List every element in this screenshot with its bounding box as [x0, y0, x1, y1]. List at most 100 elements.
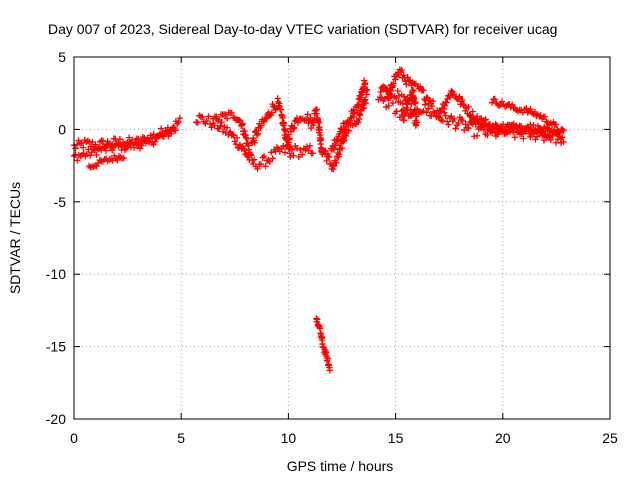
data-point — [302, 146, 309, 154]
data-point — [147, 135, 154, 142]
data-point — [472, 116, 480, 123]
data-point — [445, 121, 452, 128]
data-point — [527, 106, 534, 113]
data-point — [74, 157, 81, 164]
data-point — [400, 93, 408, 100]
data-point — [294, 119, 302, 127]
data-point — [482, 120, 490, 128]
data-point — [435, 112, 442, 119]
data-point — [258, 122, 265, 130]
x-tick-label: 5 — [177, 430, 185, 446]
data-point — [303, 143, 311, 150]
data-point — [537, 112, 544, 119]
data-point — [403, 81, 410, 88]
data-point — [395, 98, 402, 106]
data-point — [298, 151, 306, 158]
data-point — [533, 128, 540, 135]
data-point — [330, 146, 338, 153]
data-point — [410, 96, 418, 104]
y-tick-label: -10 — [46, 266, 66, 282]
data-point — [411, 100, 419, 107]
data-point — [265, 157, 272, 164]
data-point — [394, 87, 401, 95]
data-point — [429, 97, 437, 105]
data-point — [326, 367, 334, 374]
plot-frame — [73, 56, 611, 420]
data-point — [377, 88, 384, 96]
data-point — [290, 124, 298, 132]
y-axis-label: SDTVAR / TECUs — [7, 182, 23, 294]
data-point — [503, 102, 510, 109]
data-point — [330, 165, 337, 173]
data-point — [136, 145, 144, 152]
data-point — [469, 108, 476, 115]
data-point — [465, 124, 472, 132]
data-point — [242, 134, 250, 141]
data-point — [109, 147, 116, 154]
data-point — [357, 94, 365, 101]
data-point — [523, 105, 530, 112]
data-point — [241, 147, 248, 154]
data-point — [260, 153, 268, 160]
data-point — [194, 119, 201, 126]
data-point — [411, 119, 418, 127]
data-point — [273, 144, 281, 151]
data-point — [232, 140, 240, 148]
data-point — [475, 123, 482, 130]
data-point — [269, 155, 276, 162]
data-point — [79, 144, 87, 151]
data-point — [229, 131, 236, 138]
data-point — [442, 112, 449, 120]
data-point — [239, 120, 246, 127]
data-point — [428, 102, 436, 110]
data-point — [396, 114, 404, 121]
y-tick-label: 0 — [58, 121, 66, 137]
data-point — [507, 128, 514, 135]
data-point — [88, 149, 95, 156]
data-point — [552, 121, 560, 128]
data-point — [257, 160, 265, 168]
data-point — [410, 87, 417, 95]
data-point — [314, 316, 321, 323]
y-tick-label: 5 — [58, 49, 66, 65]
data-point — [295, 153, 302, 161]
data-point — [259, 154, 266, 161]
data-point — [254, 130, 261, 138]
data-point — [491, 129, 499, 136]
data-point — [405, 112, 412, 120]
data-point — [525, 126, 533, 134]
data-point — [539, 128, 546, 136]
data-point — [459, 96, 466, 104]
data-point — [498, 98, 506, 105]
data-point — [309, 150, 316, 157]
data-point — [455, 94, 462, 102]
data-point — [281, 149, 289, 156]
data-point — [473, 132, 481, 139]
data-point — [405, 96, 412, 104]
data-point — [176, 114, 184, 122]
data-point — [114, 156, 121, 164]
x-tick-label: 20 — [495, 430, 511, 446]
data-point — [199, 113, 206, 121]
data-point — [317, 136, 325, 143]
data-point — [217, 122, 224, 130]
data-point — [400, 116, 408, 124]
data-point — [223, 124, 231, 131]
data-point — [223, 115, 231, 122]
data-point — [456, 93, 463, 100]
data-point — [385, 102, 392, 110]
data-point — [426, 96, 434, 104]
data-point — [286, 144, 293, 152]
data-point — [345, 127, 353, 134]
data-point — [262, 115, 270, 123]
data-point — [390, 80, 397, 87]
data-point — [102, 147, 110, 154]
data-point — [560, 138, 567, 146]
data-point — [417, 83, 424, 90]
data-point — [306, 142, 314, 150]
data-point — [350, 113, 357, 121]
data-point — [250, 156, 258, 163]
data-point — [398, 66, 405, 74]
data-point — [423, 109, 430, 116]
